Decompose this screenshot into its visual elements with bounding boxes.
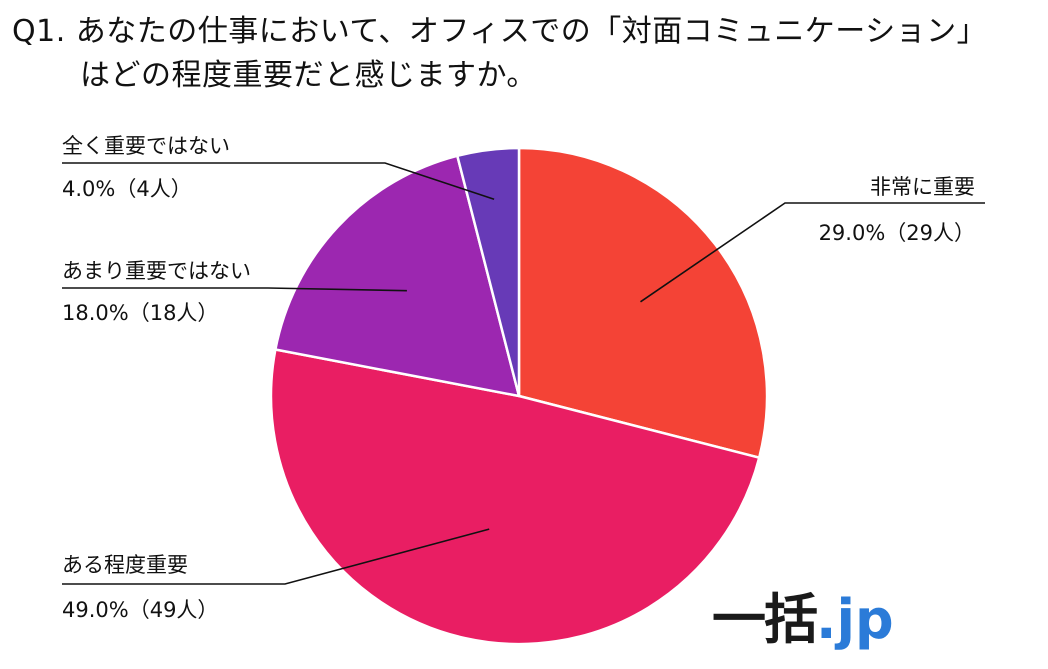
slice-label-not-important-at-all: 全く重要ではない [62,134,230,158]
chart-title-line-1: Q1. あなたの仕事において、オフィスでの「対面コミュニケーション」 [12,14,988,49]
slice-value-very-important: 29.0%（29人） [819,221,975,245]
slice-very-important [517,146,769,460]
slice-value-not-important-at-all: 4.0%（4人） [62,177,192,201]
slice-value-not-very-important: 18.0%（18人） [62,301,218,325]
brand-logo: 一括.jp [712,590,894,650]
pie-slices [269,146,769,646]
slice-label-not-very-important: あまり重要ではない [62,259,251,283]
slice-not-very-important [273,154,521,398]
leader-not-very-important [62,287,407,292]
slice-value-somewhat-important: 49.0%（49人） [62,598,218,622]
slice-label-somewhat-important: ある程度重要 [62,553,188,577]
leader-very-important [640,202,985,303]
leader-lines [62,162,985,585]
slice-somewhat-important [269,348,761,646]
chart-title-line-2: はどの程度重要だと感じますか。 [80,58,537,93]
logo-main-text: 一括 [712,588,818,651]
slice-label-very-important: 非常に重要 [870,175,975,199]
leader-not-important-at-all [62,162,495,200]
slice-not-important-at-all [455,146,521,397]
leader-somewhat-important [62,528,490,585]
logo-domain-suffix: .jp [816,588,894,651]
